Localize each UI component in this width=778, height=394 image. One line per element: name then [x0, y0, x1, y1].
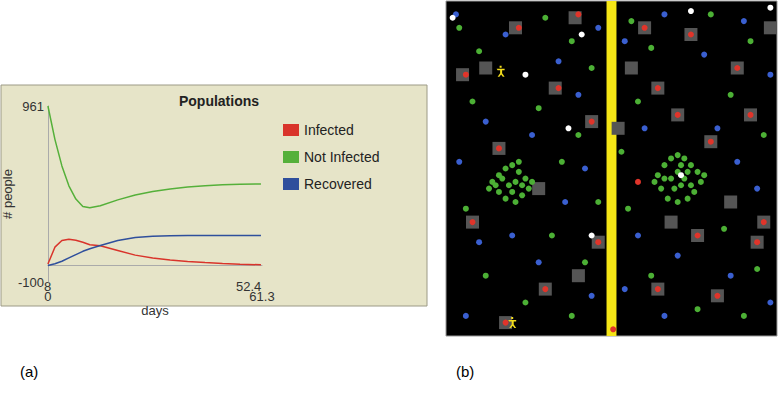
svg-text:Recovered: Recovered	[304, 176, 372, 192]
svg-text:(b): (b)	[456, 363, 474, 380]
svg-text:-100: -100	[18, 275, 44, 290]
svg-text:# people: # people	[0, 169, 15, 219]
svg-text:days: days	[141, 303, 169, 318]
svg-text:61.3: 61.3	[249, 289, 274, 304]
svg-text:8: 8	[44, 279, 52, 294]
svg-text:961: 961	[22, 99, 44, 114]
svg-text:(a): (a)	[20, 363, 38, 380]
svg-text:52.4: 52.4	[236, 279, 262, 294]
svg-text:Not Infected: Not Infected	[304, 149, 380, 165]
svg-text:0: 0	[44, 289, 51, 304]
svg-text:Populations: Populations	[179, 93, 259, 109]
svg-text:Infected: Infected	[304, 122, 354, 138]
